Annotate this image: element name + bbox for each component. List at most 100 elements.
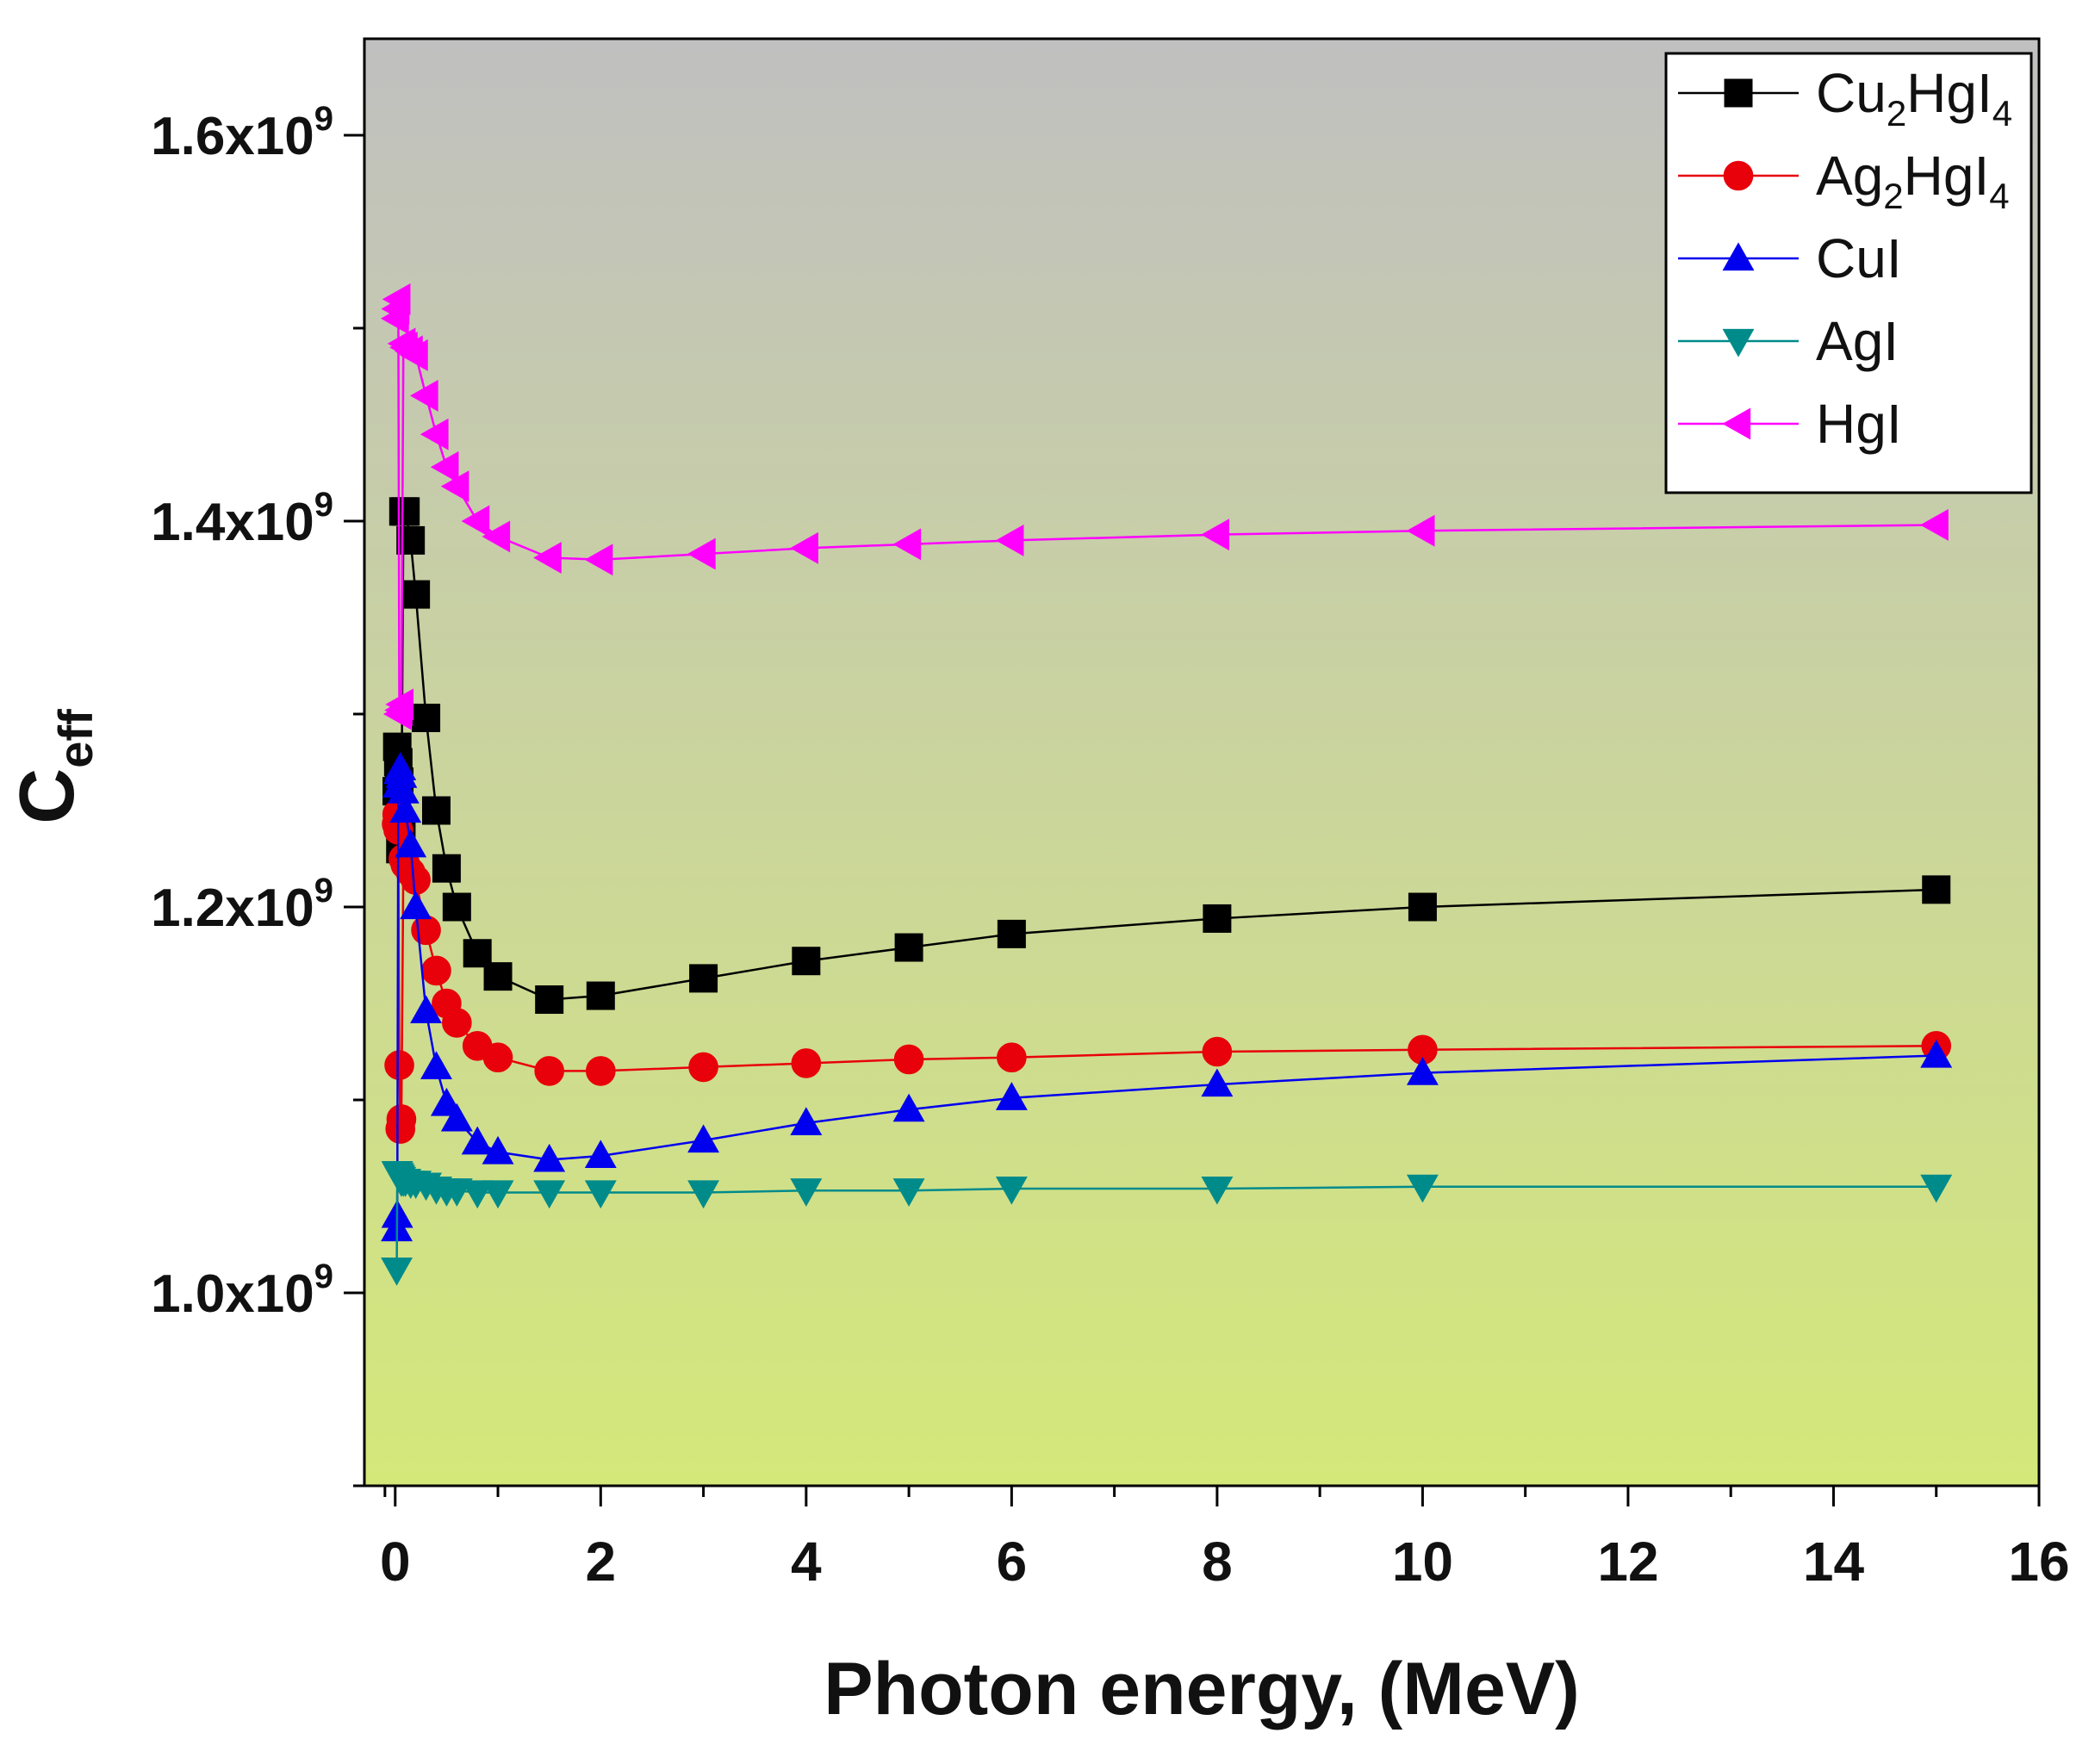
data-point — [442, 1008, 472, 1038]
x-tick-label: 4 — [791, 1531, 822, 1593]
plot-frame — [363, 37, 2041, 1488]
legend-item: AgI — [1678, 310, 1899, 372]
data-point — [790, 1178, 823, 1207]
data-point — [421, 796, 451, 825]
legend-label: AgI — [1816, 310, 1899, 372]
legend-item: Ag2HgI4 — [1678, 145, 2010, 216]
data-point — [391, 497, 420, 526]
series-HgI — [380, 283, 1949, 730]
data-point — [461, 1126, 494, 1155]
data-point — [1202, 1036, 1233, 1067]
data-point — [995, 1176, 1028, 1205]
data-point — [689, 964, 718, 993]
data-point — [1406, 1057, 1439, 1085]
data-point — [386, 1104, 417, 1134]
data-point — [997, 1042, 1027, 1073]
legend-item: HgI — [1678, 393, 1902, 455]
legend-box — [1664, 52, 2033, 494]
data-point — [687, 537, 716, 570]
data-point — [385, 688, 414, 721]
data-point — [1201, 1176, 1234, 1205]
data-point — [790, 531, 818, 564]
data-point — [688, 1052, 718, 1083]
data-point — [533, 542, 562, 575]
x-tick-label: 12 — [1597, 1531, 1658, 1593]
data-point — [533, 1180, 566, 1209]
data-point — [420, 1051, 452, 1080]
series-CuI — [381, 752, 1953, 1242]
data-point — [586, 981, 615, 1010]
x-axis: 0 2 4 6 8 10 12 14 16 — [380, 1486, 2070, 1593]
data-point — [892, 1093, 925, 1122]
y-axis-title-base: C — [4, 768, 90, 824]
data-point — [1406, 1174, 1439, 1203]
data-point — [1201, 519, 1229, 551]
data-point — [892, 1178, 925, 1207]
data-point — [1922, 875, 1951, 904]
data-point — [792, 947, 821, 976]
data-point — [440, 470, 469, 503]
data-point — [400, 891, 432, 920]
data-point — [410, 995, 443, 1024]
legend-label: HgI — [1816, 393, 1902, 455]
data-point — [382, 283, 411, 315]
data-point — [533, 1143, 566, 1172]
legend-item: CuI — [1678, 227, 1902, 289]
data-point — [893, 1044, 924, 1075]
data-point — [586, 1056, 616, 1086]
y-axis: 1.0x109 1.2x109 1.4x109 1.6x109 — [151, 100, 364, 1488]
data-point — [687, 1180, 720, 1209]
data-point — [384, 1050, 414, 1080]
legend-marker — [1723, 160, 1754, 191]
legend-marker — [1722, 407, 1751, 440]
y-axis-title: Ceff — [4, 709, 103, 824]
data-point — [535, 985, 564, 1015]
legend-marker — [1724, 78, 1753, 108]
legend-label: CuI — [1816, 227, 1902, 289]
data-point — [584, 543, 613, 576]
data-point — [584, 1140, 617, 1169]
data-point — [1203, 904, 1232, 933]
data-point — [1920, 1174, 1953, 1203]
data-point — [482, 1042, 513, 1073]
data-point — [482, 1135, 514, 1165]
series-layer — [380, 283, 1953, 1286]
data-point — [401, 865, 431, 895]
data-point — [790, 1107, 823, 1135]
data-point — [687, 1124, 720, 1153]
legend-label: Cu2HgI4 — [1816, 62, 2012, 134]
data-point — [1408, 892, 1437, 922]
x-tick-label: 14 — [1803, 1531, 1865, 1593]
x-tick-label: 16 — [2008, 1531, 2069, 1593]
data-point — [461, 1180, 494, 1209]
data-point — [997, 919, 1026, 948]
data-point — [791, 1048, 822, 1078]
legend-marker — [1722, 328, 1755, 357]
legend-marker — [1722, 242, 1755, 271]
data-point — [395, 829, 427, 858]
data-point — [409, 379, 438, 412]
legend-label: Ag2HgI4 — [1816, 145, 2010, 216]
x-tick-label: 6 — [997, 1531, 1028, 1593]
data-point — [584, 1180, 617, 1209]
data-point — [440, 1102, 473, 1132]
data-point — [400, 339, 428, 371]
data-point — [1920, 1039, 1953, 1068]
data-point — [1920, 509, 1949, 541]
x-tick-label: 0 — [380, 1531, 411, 1593]
data-point — [463, 939, 492, 968]
x-tick-label: 8 — [1202, 1531, 1233, 1593]
data-point — [995, 524, 1024, 556]
svg-text:Ceff: Ceff — [4, 709, 103, 824]
data-point — [440, 1178, 473, 1207]
data-point — [421, 955, 451, 986]
y-axis-title-sub: eff — [48, 709, 103, 768]
data-point — [411, 915, 441, 946]
data-point — [389, 794, 422, 823]
data-point — [1201, 1068, 1234, 1097]
x-axis-title: Photon energy, (MeV) — [824, 1648, 1580, 1730]
x-tick-label: 2 — [586, 1531, 617, 1593]
y-tick-label: 1.2x109 — [151, 872, 333, 938]
legend: Cu2HgI4 Ag2HgI4 CuI AgI HgI — [1664, 52, 2033, 494]
